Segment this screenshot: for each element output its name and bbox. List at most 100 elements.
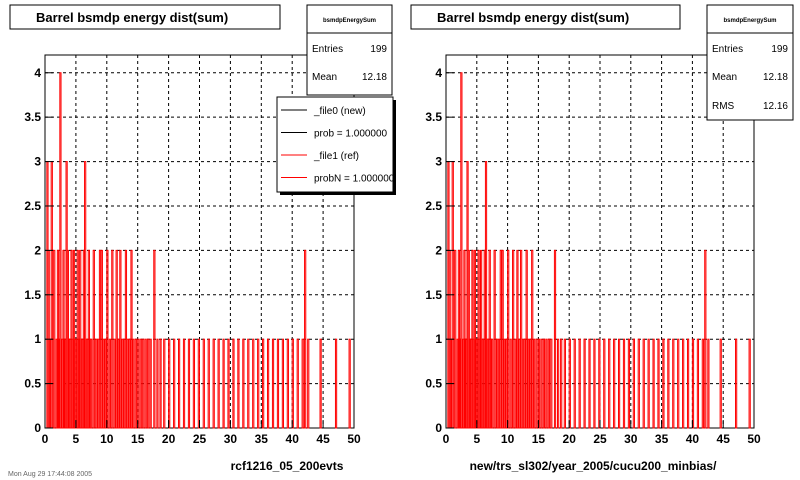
p2-bar-95 <box>707 338 710 429</box>
p1-bar-74 <box>207 338 210 429</box>
p2-stats-rms-label: RMS <box>712 101 735 112</box>
p2-bar-34 <box>493 249 496 429</box>
p2-bar-91 <box>691 338 695 429</box>
p1-bar-43 <box>111 249 114 429</box>
p2-bar-63 <box>556 338 560 429</box>
p2-bar-55 <box>535 338 538 429</box>
p1-y-tick-label-8: 4 <box>34 66 41 80</box>
p1-title-box <box>9 4 281 30</box>
p1-bar-55 <box>134 338 137 429</box>
p1-y-tick-label-6: 3 <box>34 155 41 169</box>
p2-stats-entries-value: 199 <box>771 44 788 55</box>
p1-bar-69 <box>182 338 186 429</box>
p1-bar-41 <box>106 249 109 429</box>
p2-y-tick-label-7: 3.5 <box>425 110 442 124</box>
p2-y-tick-label-6: 3 <box>435 155 442 169</box>
p2-bar-50 <box>525 249 528 429</box>
p2-bar-45 <box>516 249 519 429</box>
p1-bar-73 <box>202 338 205 429</box>
p1-bar-70 <box>187 338 191 429</box>
p2-bar-77 <box>622 338 626 429</box>
p2-bar-94 <box>704 249 707 429</box>
p1-legend-label-3: probN = 1.000000 <box>314 174 395 185</box>
p2-y-tick-label-4: 2 <box>435 243 442 257</box>
p1-bar-71 <box>192 338 196 429</box>
p1-y-tick-label-4: 2 <box>34 243 41 257</box>
p2-stats-mean-value: 12.18 <box>763 72 788 83</box>
p2-bar-78 <box>627 338 631 429</box>
p1-bar-44 <box>113 338 116 429</box>
p1-bar-53 <box>130 249 133 429</box>
p1-bar-42 <box>108 338 111 429</box>
p2-x-tick-label-10: 50 <box>747 432 761 446</box>
p1-bar-93 <box>301 338 304 429</box>
p2-bar-8 <box>460 72 463 429</box>
p1-bar-36 <box>97 338 100 429</box>
p1-bar-33 <box>90 338 93 429</box>
p1-bar-39 <box>102 338 105 429</box>
p1-bar-62 <box>153 249 156 429</box>
p2-bar-81 <box>642 338 645 429</box>
p1-bar-75 <box>212 338 215 429</box>
p1-stats-entries-label: Entries <box>312 44 343 55</box>
p1-bar-72 <box>197 338 200 429</box>
p2-x-tick-label-4: 20 <box>563 432 577 446</box>
p2-bar-97 <box>735 338 738 429</box>
p2-bar-7 <box>458 338 461 429</box>
p1-legend-label-2: _file1 (ref) <box>313 151 359 162</box>
footer-timestamp: Mon Aug 29 17:44:08 2005 <box>8 471 92 478</box>
p1-bar-51 <box>126 338 129 429</box>
p1-bar-92 <box>296 338 299 429</box>
p2-x-axis-label: new/trs_sl302/year_2005/cucu200_minbias/ <box>470 459 717 473</box>
p1-bar-76 <box>217 338 220 429</box>
p1-x-tick-label-3: 15 <box>131 432 145 446</box>
p1-stats-mean-value: 12.18 <box>362 72 387 83</box>
p2-title-box <box>410 4 681 30</box>
p1-bar-78 <box>227 338 230 429</box>
p1-y-tick-label-5: 2.5 <box>24 199 41 213</box>
p1-bar-79 <box>232 338 235 429</box>
p2-bar-54 <box>532 338 536 429</box>
p2-bar-47 <box>520 249 523 429</box>
p1-bar-40 <box>104 338 107 429</box>
p1-x-tick-label-10: 50 <box>347 432 361 446</box>
p1-bar-65 <box>163 338 166 429</box>
p2-bar-37 <box>499 249 502 429</box>
p2-bar-51 <box>527 338 530 429</box>
p1-bar-91 <box>291 338 294 429</box>
p1-bar-45 <box>115 249 118 429</box>
p2-bar-36 <box>497 338 501 429</box>
p2-bar-87 <box>672 338 675 429</box>
p1-bar-83 <box>252 338 255 429</box>
p2-bar-93 <box>701 338 704 429</box>
p2-bar-71 <box>593 338 596 429</box>
p1-bar-52 <box>128 338 131 429</box>
p2-y-tick-label-2: 1 <box>435 332 442 346</box>
p1-stats-mean-label: Mean <box>312 72 337 83</box>
p2-bar-33 <box>491 338 494 429</box>
p2-bar-58 <box>542 338 546 429</box>
p1-bar-61 <box>149 338 152 429</box>
p1-bar-81 <box>242 338 245 429</box>
p1-y-tick-label-0: 0 <box>34 421 41 435</box>
p2-x-tick-label-8: 40 <box>686 432 700 446</box>
p2-x-tick-label-1: 5 <box>473 432 480 446</box>
p1-bar-46 <box>117 338 120 429</box>
p1-y-tick-label-3: 1.5 <box>24 288 41 302</box>
p2-bar-79 <box>632 338 635 429</box>
p1-bar-96 <box>319 338 322 429</box>
p2-x-tick-label-0: 0 <box>443 432 450 446</box>
p1-bar-98 <box>348 338 351 429</box>
p2-bar-73 <box>603 338 606 429</box>
p2-bar-92 <box>696 338 700 429</box>
p1-x-tick-label-2: 10 <box>100 432 114 446</box>
p2-bar-43 <box>512 249 515 429</box>
p1-x-tick-label-8: 40 <box>286 432 300 446</box>
p1-bar-48 <box>121 338 124 429</box>
p1-bar-49 <box>122 338 126 429</box>
p1-bar-38 <box>100 249 103 429</box>
p1-stats-box <box>306 4 393 96</box>
p1-bar-88 <box>276 338 280 429</box>
p2-bar-39 <box>503 338 506 429</box>
